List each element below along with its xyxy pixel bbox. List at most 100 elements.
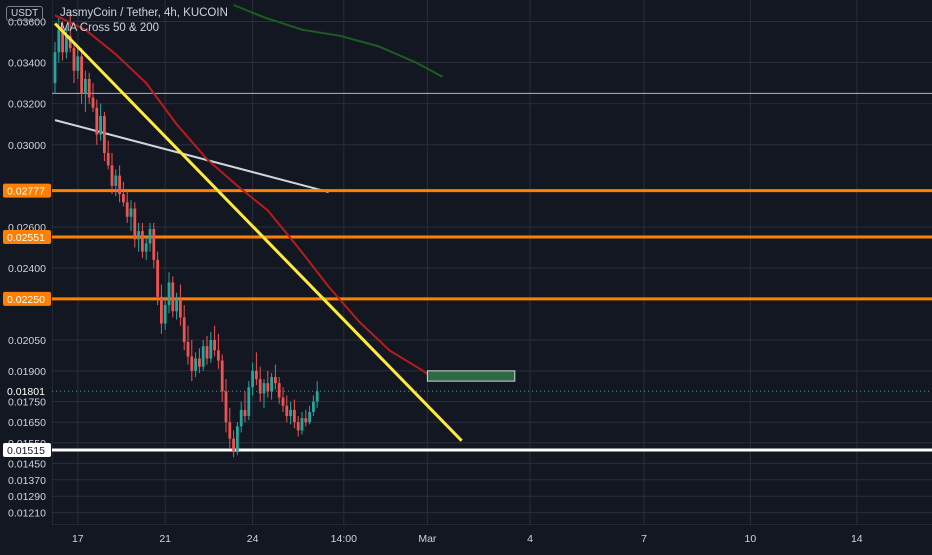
time-axis-background xyxy=(0,525,932,550)
candle-body xyxy=(53,52,57,84)
price-tick-label: 0.03400 xyxy=(8,58,46,70)
candle-body xyxy=(213,340,216,351)
price-tick-label: 0.01450 xyxy=(8,458,46,470)
candle-body xyxy=(315,391,319,402)
candle-body xyxy=(239,409,243,427)
candle-body xyxy=(293,409,296,423)
price-tick-label: 0.01650 xyxy=(8,417,46,429)
candle-body xyxy=(277,383,281,398)
candle-body xyxy=(122,194,125,203)
candle-body xyxy=(205,346,209,359)
candle-body xyxy=(148,229,152,244)
time-tick-label: 14:00 xyxy=(331,533,357,545)
price-tick-label: 0.01290 xyxy=(8,491,46,503)
candle-body xyxy=(308,411,311,423)
price-axis-background xyxy=(0,0,52,525)
price-tick-label: 0.01210 xyxy=(8,508,46,520)
candle-body xyxy=(182,317,186,343)
target-box xyxy=(426,370,516,382)
candle-body xyxy=(87,78,91,98)
candle-body xyxy=(65,35,68,53)
candle-body xyxy=(141,231,144,252)
candle-body xyxy=(103,115,106,153)
candle-body xyxy=(258,379,262,394)
candle-body xyxy=(144,243,148,252)
symbol-title[interactable]: JasmyCoin / Tether, 4h, KUCOIN xyxy=(60,7,228,19)
candle-body xyxy=(285,405,289,417)
candle-body xyxy=(61,29,64,53)
candle-body xyxy=(198,358,201,367)
candle-body xyxy=(84,78,87,94)
time-tick-label: Mar xyxy=(418,533,437,545)
candle-body xyxy=(57,29,61,53)
candle-body xyxy=(281,397,285,406)
level-price-label: 0.02777 xyxy=(7,186,45,198)
ma-200-line xyxy=(233,4,444,78)
candle-body xyxy=(179,298,182,318)
level-price-label: 0.02551 xyxy=(7,232,45,244)
indicator-title[interactable]: MA Cross 50 & 200 xyxy=(60,22,160,34)
level-price-tag xyxy=(3,442,51,457)
level-price-tag xyxy=(3,183,51,198)
candle-body xyxy=(296,422,300,431)
candle-body xyxy=(163,305,167,324)
candle-body xyxy=(228,422,232,439)
candle-body xyxy=(224,391,228,423)
level-price-tag xyxy=(3,291,51,306)
candle-body xyxy=(106,152,110,166)
candle-body xyxy=(68,35,72,49)
candle-body xyxy=(114,175,118,186)
price-tick-label: 0.02050 xyxy=(8,335,46,347)
level-price-label: 0.01515 xyxy=(7,445,45,457)
price-tick-label: 0.01750 xyxy=(8,397,46,409)
candle-body xyxy=(220,360,224,392)
candle-body xyxy=(232,438,235,452)
candle-body xyxy=(118,175,121,195)
candle-body xyxy=(125,202,129,217)
candle-body xyxy=(209,340,213,359)
candle-body xyxy=(167,282,171,306)
time-tick-label: 21 xyxy=(159,533,171,545)
candle-body xyxy=(156,259,159,297)
candle-body xyxy=(255,370,258,380)
candle-body xyxy=(289,409,292,417)
candle-body xyxy=(236,426,239,452)
candle-body xyxy=(91,97,95,108)
candle-body xyxy=(194,358,197,371)
time-tick-label: 10 xyxy=(745,533,757,545)
ma-50-line xyxy=(54,14,436,380)
candle-body xyxy=(262,383,266,394)
current-price-tag xyxy=(3,384,51,399)
time-tick-label: 17 xyxy=(72,533,84,545)
candle-body xyxy=(304,418,308,423)
candle-body xyxy=(190,356,194,371)
candle-body xyxy=(247,387,251,417)
candle-body xyxy=(133,208,137,240)
candle-body xyxy=(270,377,273,392)
time-tick-label: 24 xyxy=(247,533,259,545)
candle-body xyxy=(300,418,304,431)
candle-body xyxy=(152,229,156,260)
candle-body xyxy=(171,282,175,312)
time-tick-label: 7 xyxy=(641,533,647,545)
candle-body xyxy=(160,296,163,324)
candle-body xyxy=(110,165,114,186)
currency-badge[interactable]: USDT xyxy=(6,6,44,21)
candle-body xyxy=(266,383,270,392)
candle-body xyxy=(137,231,140,240)
candle-body xyxy=(175,298,178,312)
chart-legend: JasmyCoin / Tether, 4h, KUCOIN MA Cross … xyxy=(60,6,228,36)
candle-body xyxy=(217,350,220,361)
candle-body xyxy=(99,115,102,135)
candle-body xyxy=(129,208,133,217)
candle-body xyxy=(312,401,315,412)
price-tick-label: 0.01900 xyxy=(8,366,46,378)
candle-body xyxy=(251,370,254,388)
candle-body xyxy=(186,342,190,357)
price-tick-label: 0.02400 xyxy=(8,263,46,275)
current-price-label: 0.01801 xyxy=(7,386,45,398)
candle-body xyxy=(76,56,80,71)
